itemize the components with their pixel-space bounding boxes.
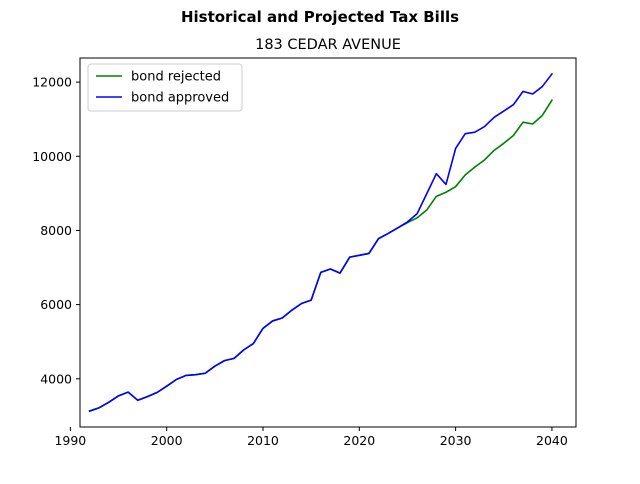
series-line-1 [88, 72, 554, 413]
legend-label-1: bond approved [131, 91, 229, 106]
x-tick-label-1: 2000 [151, 433, 183, 448]
x-tick-label-3: 2020 [343, 433, 375, 448]
x-tick-label-2: 2010 [247, 433, 279, 448]
x-tick-label-0: 1990 [54, 433, 86, 448]
legend: bond rejected bond approved [87, 63, 243, 112]
plot-area [88, 72, 554, 413]
y-tick-label-3: 10000 [32, 149, 72, 164]
y-tick-label-2: 8000 [40, 223, 72, 238]
x-tick-label-5: 2040 [536, 433, 568, 448]
axes-frame [79, 57, 577, 428]
legend-label-0: bond rejected [131, 70, 221, 85]
legend-box [87, 63, 243, 112]
y-tick-label-1: 6000 [40, 297, 72, 312]
y-tick-label-4: 12000 [32, 75, 72, 90]
y-tick-label-0: 4000 [40, 371, 72, 386]
chart-suptitle: Historical and Projected Tax Bills [181, 8, 459, 26]
x-tick-label-4: 2030 [440, 433, 472, 448]
axis-ticks: 1990 2000 2010 2020 2030 2040 4000 6000 8000 1000… [32, 75, 568, 448]
chart-title: 183 CEDAR AVENUE [255, 37, 401, 53]
